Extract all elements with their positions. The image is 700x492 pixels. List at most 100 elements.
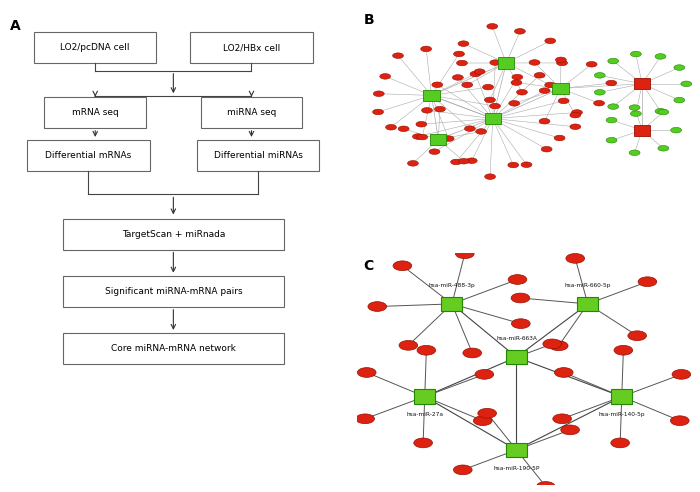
Ellipse shape bbox=[629, 150, 640, 155]
Ellipse shape bbox=[611, 438, 629, 448]
Ellipse shape bbox=[373, 91, 384, 96]
Ellipse shape bbox=[554, 135, 565, 141]
FancyBboxPatch shape bbox=[190, 32, 313, 63]
Ellipse shape bbox=[555, 57, 566, 62]
Ellipse shape bbox=[508, 162, 519, 168]
FancyBboxPatch shape bbox=[200, 97, 302, 128]
Ellipse shape bbox=[521, 162, 532, 167]
Ellipse shape bbox=[421, 108, 433, 113]
Ellipse shape bbox=[655, 108, 666, 114]
FancyBboxPatch shape bbox=[578, 297, 598, 311]
FancyBboxPatch shape bbox=[498, 58, 514, 68]
Ellipse shape bbox=[412, 134, 423, 139]
Text: miRNA seq: miRNA seq bbox=[227, 108, 276, 117]
Ellipse shape bbox=[558, 98, 569, 104]
Ellipse shape bbox=[470, 71, 481, 77]
Ellipse shape bbox=[514, 29, 526, 34]
FancyBboxPatch shape bbox=[484, 113, 500, 124]
Ellipse shape bbox=[570, 112, 581, 118]
Ellipse shape bbox=[452, 75, 463, 80]
Text: hsa-miR-27a: hsa-miR-27a bbox=[406, 412, 443, 417]
FancyBboxPatch shape bbox=[27, 140, 150, 171]
Ellipse shape bbox=[655, 54, 666, 59]
Text: C: C bbox=[363, 259, 374, 273]
FancyBboxPatch shape bbox=[506, 350, 527, 365]
Ellipse shape bbox=[358, 368, 376, 377]
Text: LO2/pcDNA cell: LO2/pcDNA cell bbox=[60, 43, 130, 53]
Ellipse shape bbox=[458, 158, 469, 164]
Ellipse shape bbox=[486, 24, 498, 29]
Ellipse shape bbox=[674, 97, 685, 103]
Ellipse shape bbox=[465, 126, 475, 131]
Ellipse shape bbox=[512, 319, 530, 329]
Ellipse shape bbox=[443, 136, 454, 141]
Ellipse shape bbox=[489, 103, 500, 109]
FancyBboxPatch shape bbox=[63, 218, 284, 249]
Text: hsa-miR-190-5P: hsa-miR-190-5P bbox=[494, 465, 540, 471]
Text: Significant miRNA-mRNA pairs: Significant miRNA-mRNA pairs bbox=[104, 287, 242, 296]
Text: hsa-miR-140-5p: hsa-miR-140-5p bbox=[598, 412, 645, 417]
Ellipse shape bbox=[631, 111, 641, 117]
Ellipse shape bbox=[553, 414, 571, 424]
Ellipse shape bbox=[454, 465, 472, 475]
Ellipse shape bbox=[421, 46, 432, 52]
FancyBboxPatch shape bbox=[414, 389, 435, 404]
Ellipse shape bbox=[483, 84, 493, 90]
Ellipse shape bbox=[508, 275, 527, 284]
Ellipse shape bbox=[458, 41, 469, 46]
Ellipse shape bbox=[629, 105, 640, 110]
Ellipse shape bbox=[432, 82, 442, 88]
Ellipse shape bbox=[594, 90, 606, 95]
Ellipse shape bbox=[512, 74, 523, 80]
Text: Differential miRNAs: Differential miRNAs bbox=[214, 151, 302, 160]
Ellipse shape bbox=[545, 38, 556, 44]
Ellipse shape bbox=[386, 124, 396, 130]
FancyBboxPatch shape bbox=[197, 140, 319, 171]
Ellipse shape bbox=[658, 109, 668, 115]
Ellipse shape bbox=[534, 72, 545, 78]
FancyBboxPatch shape bbox=[63, 333, 284, 364]
Text: A: A bbox=[10, 19, 21, 33]
Text: TargetScan + miRnada: TargetScan + miRnada bbox=[122, 230, 225, 239]
Ellipse shape bbox=[628, 331, 647, 340]
FancyBboxPatch shape bbox=[611, 389, 632, 404]
Ellipse shape bbox=[638, 277, 657, 286]
Ellipse shape bbox=[368, 302, 386, 311]
Text: Differential mRNAs: Differential mRNAs bbox=[46, 151, 132, 160]
Ellipse shape bbox=[681, 81, 692, 87]
Ellipse shape bbox=[606, 117, 617, 123]
Ellipse shape bbox=[511, 80, 522, 86]
Text: mRNA seq: mRNA seq bbox=[72, 108, 118, 117]
Ellipse shape bbox=[594, 72, 606, 78]
FancyBboxPatch shape bbox=[506, 443, 527, 457]
Ellipse shape bbox=[671, 416, 689, 426]
Ellipse shape bbox=[608, 58, 619, 64]
Ellipse shape bbox=[454, 51, 465, 57]
Ellipse shape bbox=[594, 100, 605, 106]
FancyBboxPatch shape bbox=[34, 32, 156, 63]
Text: B: B bbox=[363, 13, 374, 27]
Ellipse shape bbox=[543, 339, 561, 349]
Ellipse shape bbox=[586, 62, 597, 67]
Ellipse shape bbox=[407, 160, 419, 166]
Ellipse shape bbox=[476, 129, 486, 134]
Ellipse shape bbox=[456, 249, 474, 259]
FancyBboxPatch shape bbox=[634, 124, 650, 136]
Ellipse shape bbox=[456, 60, 468, 66]
Text: LO2/HBx cell: LO2/HBx cell bbox=[223, 43, 280, 53]
FancyBboxPatch shape bbox=[430, 134, 447, 145]
Ellipse shape bbox=[451, 159, 461, 165]
Ellipse shape bbox=[554, 368, 573, 377]
Ellipse shape bbox=[478, 408, 496, 418]
Ellipse shape bbox=[536, 482, 555, 492]
FancyBboxPatch shape bbox=[442, 297, 463, 311]
Ellipse shape bbox=[631, 51, 641, 57]
Ellipse shape bbox=[541, 147, 552, 152]
Ellipse shape bbox=[424, 92, 435, 98]
Ellipse shape bbox=[511, 293, 530, 303]
Text: hsa-miR-663A: hsa-miR-663A bbox=[496, 337, 537, 341]
Ellipse shape bbox=[399, 340, 418, 350]
Ellipse shape bbox=[462, 82, 472, 88]
Ellipse shape bbox=[393, 53, 403, 59]
Ellipse shape bbox=[571, 110, 582, 115]
